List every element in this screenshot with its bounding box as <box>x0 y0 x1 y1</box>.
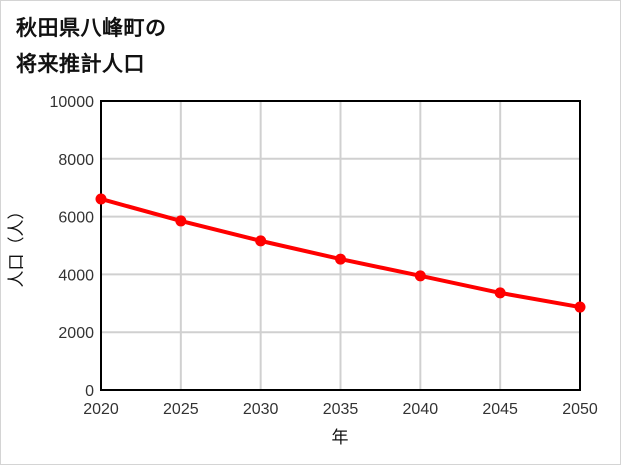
data-point-marker <box>95 193 107 205</box>
grid-lines <box>100 100 581 391</box>
x-axis-label: 年 <box>332 428 349 448</box>
x-tick-label: 2040 <box>403 401 439 418</box>
y-tick-label: 10000 <box>50 94 95 111</box>
chart-title-line2: 将来推計人口 <box>16 52 145 76</box>
data-series <box>95 193 586 313</box>
data-point-marker <box>494 287 506 299</box>
chart-title-line1: 秋田県八峰町の <box>16 16 167 40</box>
y-axis-ticks: 0 2000 4000 6000 8000 10000 <box>50 94 95 400</box>
x-axis-ticks: 2020 2025 2030 2035 2040 2045 2050 <box>83 401 598 418</box>
y-axis-label: 人口（人） <box>7 203 27 288</box>
x-tick-label: 2025 <box>163 401 199 418</box>
y-tick-label: 4000 <box>58 267 94 284</box>
x-tick-label: 2020 <box>83 401 119 418</box>
data-point-marker <box>574 301 586 313</box>
data-point-marker <box>335 253 346 265</box>
y-tick-label: 6000 <box>58 210 94 227</box>
y-tick-label: 2000 <box>58 325 94 342</box>
data-point-marker <box>255 235 267 247</box>
x-tick-label: 2045 <box>482 401 518 418</box>
y-tick-label: 8000 <box>58 152 94 169</box>
x-tick-label: 2035 <box>323 401 359 418</box>
data-point-marker <box>175 215 187 227</box>
data-point-marker <box>414 270 426 282</box>
y-tick-label: 0 <box>85 383 94 400</box>
x-tick-label: 2050 <box>562 401 598 418</box>
plot-area-border <box>100 100 581 391</box>
x-tick-label: 2030 <box>243 401 279 418</box>
